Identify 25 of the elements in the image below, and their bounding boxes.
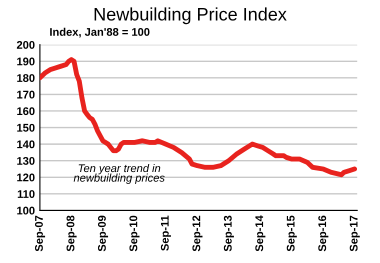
x-tick-label: Sep-11 (160, 216, 171, 251)
y-tick-label: 160 (17, 107, 35, 116)
x-tick-label: Sep-16 (318, 216, 328, 252)
y-tick-label: 110 (18, 190, 35, 198)
x-tick-label: Sep-07 (35, 216, 46, 252)
y-tick-label: 180 (17, 74, 35, 82)
y-tick-label: 120 (17, 174, 35, 182)
y-tick-label: 140 (17, 140, 35, 148)
y-tick-label: 200 (16, 40, 35, 49)
chart-subtitle: Index, Jan'88 = 100 (50, 28, 150, 38)
x-tick-label: Sep-17 (350, 216, 360, 252)
x-tick-label: Sep-08 (66, 216, 77, 252)
chart-title: Newbuilding Price Index (94, 7, 287, 24)
y-tick-label: 190 (17, 58, 35, 66)
annotation: Ten year trend in newbuilding prices (74, 164, 165, 184)
x-tick-label: Sep-13 (224, 216, 234, 252)
y-tick-label: 100 (17, 206, 35, 215)
x-tick-label: Sep-12 (192, 216, 202, 252)
y-tick-label: 170 (17, 90, 35, 99)
x-tick-label: Sep-09 (98, 216, 108, 252)
x-tick-label: Sep-14 (255, 215, 266, 252)
x-tick-label: Sep-15 (286, 216, 297, 252)
y-tick-label: 150 (17, 124, 35, 132)
y-tick-label: 130 (17, 156, 35, 165)
x-tick-label: Sep-10 (129, 216, 140, 252)
